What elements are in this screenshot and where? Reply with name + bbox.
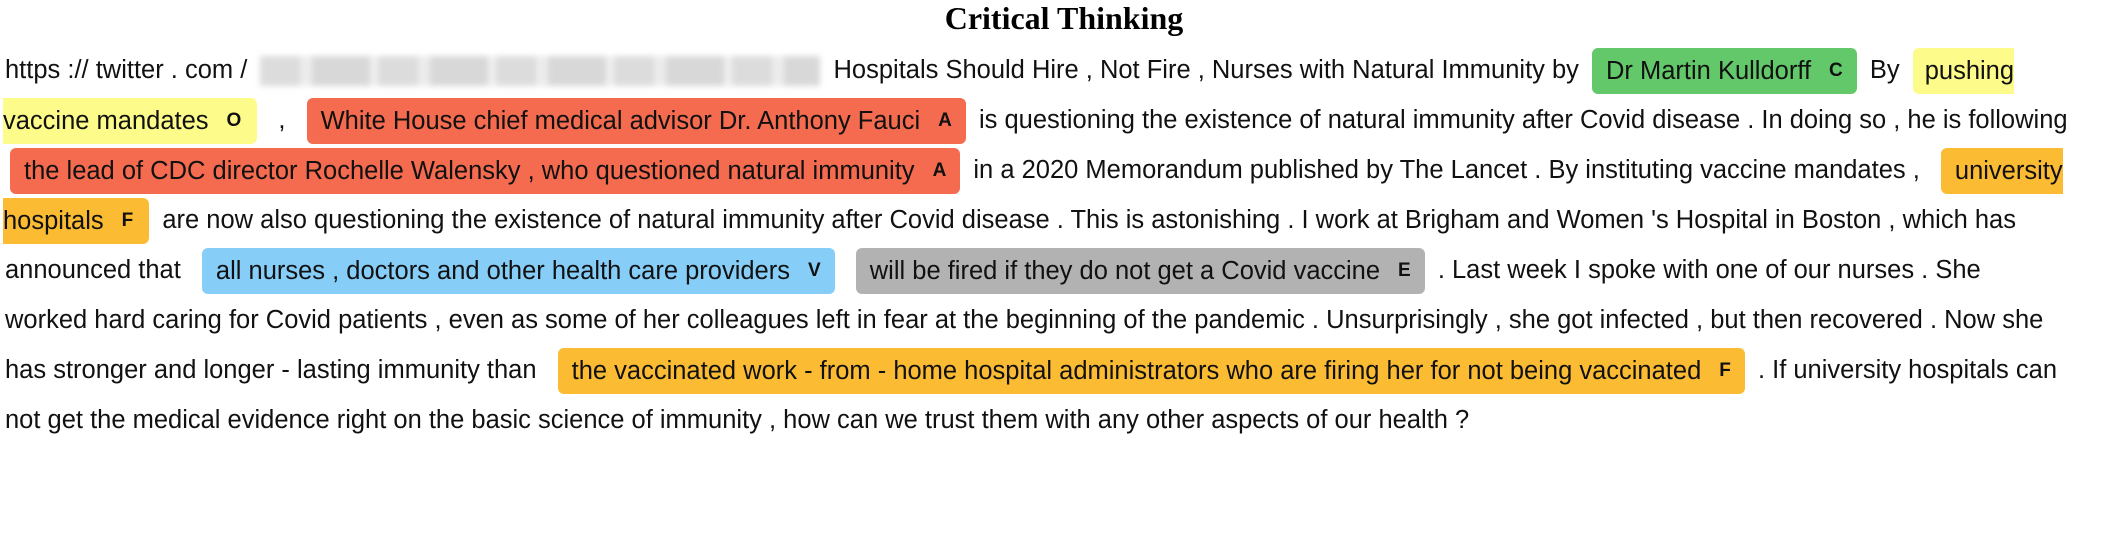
annotation-text: the lead of CDC director Rochelle Walens…	[24, 157, 915, 186]
annotation-tag: F	[1719, 360, 1731, 382]
annotation-text: university	[1954, 157, 2063, 186]
annotation-tag: C	[1829, 60, 1843, 82]
annotation-tag: O	[226, 110, 242, 132]
annotation-text: White House chief medical advisor Dr. An…	[320, 107, 921, 136]
annotation-text: the vaccinated work - from - home hospit…	[571, 357, 1702, 386]
body-text: is questioning the existence of natural …	[978, 106, 2068, 134]
text-line-3: the lead of CDC director Rochelle Walens…	[6, 145, 2063, 195]
annotation-tag: E	[1398, 260, 1411, 282]
body-text: in a 2020 Memorandum published by The La…	[973, 156, 1920, 184]
annotation-text: pushing	[1924, 57, 2015, 86]
annotation-span-critic[interactable]: Dr Martin Kulldorff C	[1592, 48, 1857, 95]
body-text: not get the medical evidence right on th…	[5, 406, 1470, 434]
annotation-span-actor[interactable]: White House chief medical advisor Dr. An…	[306, 98, 966, 145]
annotation-span-faction-start[interactable]: university	[1940, 148, 2063, 195]
annotation-text: all nurses , doctors and other health ca…	[215, 257, 790, 286]
body-text: has stronger and longer - lasting immuni…	[5, 356, 537, 384]
annotation-text: hospitals	[3, 207, 104, 236]
text-line-8: not get the medical evidence right on th…	[5, 395, 1469, 445]
body-text: Hospitals Should Hire , Not Fire , Nurse…	[833, 56, 1579, 84]
annotation-tag: A	[938, 110, 952, 132]
annotation-span-object[interactable]: vaccine mandates O	[3, 98, 258, 145]
annotation-text: Dr Martin Kulldorff	[1606, 57, 1812, 86]
annotation-span-effect[interactable]: will be fired if they do not get a Covid…	[855, 248, 1425, 295]
text-line-5: announced that all nurses , doctors and …	[5, 245, 1981, 295]
annotation-span-faction[interactable]: the vaccinated work - from - home hospit…	[557, 348, 1745, 395]
document-title: Critical Thinking	[944, 0, 1184, 36]
annotation-tag: F	[121, 210, 134, 232]
text-line-4: hospitals F are now also questioning the …	[3, 195, 2016, 245]
annotation-span-faction[interactable]: hospitals F	[3, 198, 150, 245]
body-text: . Last week I spoke with one of our nurs…	[1437, 256, 1981, 284]
text-line-2: vaccine mandates O , White House chief me…	[3, 95, 2068, 145]
text-line-7: has stronger and longer - lasting immuni…	[5, 345, 2057, 395]
body-text: are now also questioning the existence o…	[162, 206, 2016, 234]
text-line-1: https :// twitter . com / Hospitals Shou…	[5, 45, 2015, 95]
annotation-text: vaccine mandates	[3, 107, 209, 136]
text-line-6: worked hard caring for Covid patients , …	[5, 295, 2043, 345]
body-text: announced that	[5, 256, 181, 284]
body-text: ,	[278, 106, 286, 134]
annotation-tag: V	[807, 260, 821, 282]
redacted-handle	[260, 56, 821, 87]
body-text: worked hard caring for Covid patients , …	[5, 306, 2044, 334]
annotation-text: will be fired if they do not get a Covid…	[869, 257, 1381, 286]
annotation-tag: A	[932, 160, 947, 182]
annotation-span-actor[interactable]: the lead of CDC director Rochelle Walens…	[10, 148, 961, 195]
annotation-span-object-start[interactable]: pushing	[1912, 48, 2015, 95]
body-text: By	[1869, 56, 1900, 84]
url-text: https :// twitter . com /	[5, 56, 248, 84]
annotation-span-victim[interactable]: all nurses , doctors and other health ca…	[201, 248, 835, 295]
body-text: . If university hospitals can	[1757, 356, 2058, 384]
